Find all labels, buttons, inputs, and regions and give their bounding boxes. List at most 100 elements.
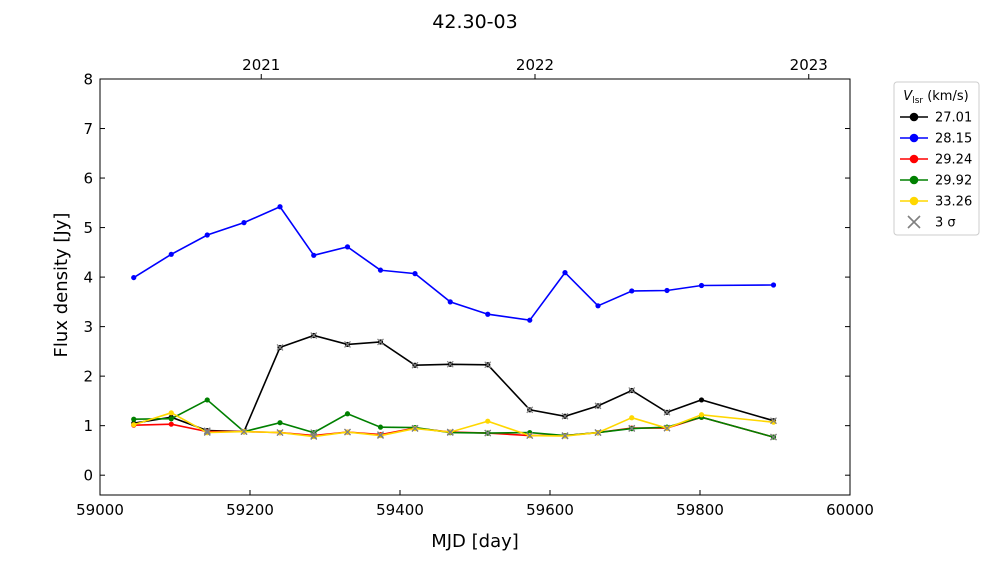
legend-marker-29.92 — [909, 175, 919, 185]
upper-limit-marker — [628, 387, 636, 394]
upper-limit-marker — [526, 432, 534, 439]
x-tick-label: 59000 — [76, 501, 124, 519]
upper-limit-marker — [594, 429, 602, 437]
top-axis-tick-label: 2022 — [516, 56, 554, 74]
data-point-28.15 — [527, 317, 533, 323]
upper-limit-marker — [663, 424, 671, 432]
y-tick-label: 2 — [83, 368, 93, 386]
plot-frame — [99, 78, 851, 496]
data-point-29.92 — [344, 411, 351, 417]
data-point-28.15 — [412, 271, 418, 277]
data-point-28.15 — [770, 282, 777, 288]
y-tick-label: 5 — [83, 219, 93, 237]
data-point-28.15 — [241, 220, 247, 226]
data-point-28.15 — [698, 282, 705, 289]
legend-marker-29.24 — [909, 154, 919, 164]
data-point-28.15 — [664, 287, 670, 294]
data-point-28.15 — [204, 232, 210, 238]
legend-label-33.26: 33.26 — [935, 195, 972, 210]
legend-title: Vlsr (km/s) — [903, 89, 968, 106]
data-point-33.26 — [485, 418, 491, 424]
upper-limit-marker — [203, 429, 211, 437]
data-point-28.15 — [168, 251, 174, 257]
x-tick-label: 59400 — [376, 501, 424, 519]
upper-limit-marker — [446, 360, 454, 368]
data-point-28.15 — [485, 311, 491, 317]
data-point-28.15 — [131, 274, 137, 281]
data-point-28.15 — [377, 267, 384, 273]
upper-limit-marker — [276, 343, 284, 351]
legend-title-unit: (km/s) — [923, 89, 969, 104]
data-point-33.26 — [131, 422, 137, 428]
data-point-28.15 — [562, 270, 568, 276]
y-tick-label: 7 — [83, 120, 93, 138]
data-point-28.15 — [344, 244, 351, 250]
legend-marker-sigma — [907, 215, 921, 229]
upper-limit-marker — [446, 428, 454, 436]
data-point-28.15 — [629, 288, 635, 294]
data-point-33.26 — [629, 415, 635, 421]
data-point-33.26 — [698, 412, 705, 418]
legend: Vlsr (km/s) 27.01 28.15 29.24 29.92 33.26 3 σ — [893, 81, 980, 236]
x-tick-label: 59800 — [676, 501, 724, 519]
y-tick-label: 4 — [83, 269, 93, 287]
legend-label-sigma: 3 σ — [935, 216, 956, 231]
y-axis-label: Flux density [Jy] — [51, 213, 72, 358]
upper-limit-marker — [628, 425, 636, 433]
upper-limit-marker — [411, 425, 419, 433]
data-point-33.26 — [168, 410, 174, 416]
upper-limit-marker — [377, 432, 384, 439]
upper-limit-marker — [561, 432, 569, 440]
upper-limit-marker — [310, 433, 318, 440]
x-tick-label: 59600 — [526, 501, 574, 519]
upper-limit-marker — [484, 361, 492, 369]
plot-area: 59000 59200 59400 59600 59800 60000 0 1 2 3 4 5 6 7 8 2… — [76, 56, 874, 519]
upper-limit-marker — [411, 361, 419, 369]
x-axis-label: MJD [day] — [431, 531, 519, 552]
data-point-28.15 — [311, 252, 317, 258]
legend-marker-33.26 — [909, 196, 919, 206]
legend-label-29.92: 29.92 — [935, 174, 972, 189]
x-tick-label: 60000 — [826, 501, 874, 519]
upper-limit-marker — [770, 417, 777, 425]
series-line-28.15 — [133, 205, 774, 322]
y-tick-label: 8 — [83, 71, 93, 89]
top-axis-tick-label: 2023 — [790, 56, 828, 74]
data-point-33.26 — [770, 419, 777, 425]
series-line-33.26 — [133, 411, 774, 438]
upper-limit-marker — [770, 433, 777, 441]
upper-limit-marker — [377, 431, 384, 439]
upper-limit-marker — [240, 428, 248, 436]
upper-limit-marker — [203, 428, 211, 436]
data-point-28.15 — [447, 299, 453, 305]
legend-marker-27.01 — [909, 112, 919, 122]
data-point-29.92 — [204, 397, 210, 403]
upper-limit-marker — [594, 402, 602, 410]
chart-title: 42.30-03 — [432, 11, 517, 33]
legend-label-29.24: 29.24 — [935, 153, 972, 168]
upper-limit-marker — [310, 332, 318, 339]
data-point-28.15 — [277, 204, 283, 210]
upper-limit-marker — [310, 432, 318, 439]
upper-limit-marker — [663, 408, 671, 416]
data-point-29.92 — [168, 416, 174, 422]
legend-label-28.15: 28.15 — [935, 132, 972, 147]
data-point-28.15 — [595, 303, 601, 309]
data-point-29.24 — [168, 421, 174, 427]
legend-title-main: V — [903, 89, 913, 104]
x-tick-label: 59200 — [226, 501, 274, 519]
upper-limit-marker — [377, 338, 384, 346]
top-axis-tick-label: 2021 — [242, 56, 280, 74]
legend-marker-28.15 — [909, 133, 919, 143]
data-point-29.92 — [277, 420, 283, 426]
series-line-27.01 — [133, 334, 774, 433]
y-tick-label: 0 — [83, 467, 93, 485]
y-tick-label: 3 — [83, 318, 93, 336]
legend-title-sub: lsr — [912, 96, 923, 106]
upper-limit-marker — [344, 341, 351, 348]
data-point-29.92 — [131, 416, 137, 422]
upper-limit-marker — [561, 412, 569, 420]
data-point-29.92 — [377, 424, 384, 430]
data-point-27.01 — [698, 397, 705, 403]
upper-limit-marker — [203, 427, 211, 435]
